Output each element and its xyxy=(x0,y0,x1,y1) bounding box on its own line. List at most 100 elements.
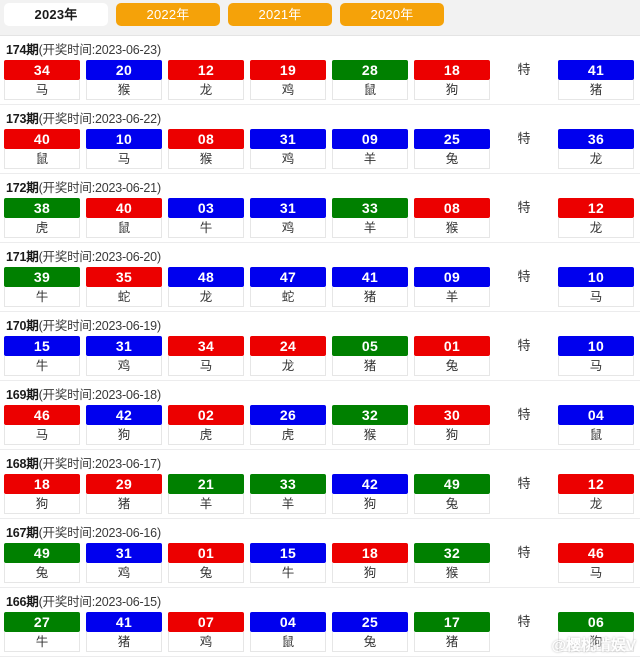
draw-row: 170期(开奖时间:2023-06-19) 15 牛 31 鸡 34 马 24 龙 05 猪 01 兔特… xyxy=(0,312,640,381)
ball-number: 18 xyxy=(414,60,490,80)
special-ball: 12 龙 xyxy=(558,198,634,238)
special-separator-label: 特 xyxy=(517,407,531,422)
ball: 32 猴 xyxy=(414,543,490,583)
ball-number: 40 xyxy=(4,129,80,149)
special-ball-zodiac: 龙 xyxy=(558,218,634,238)
ball-zodiac: 猴 xyxy=(86,80,162,100)
draw-datetime: (开奖时间:2023-06-23) xyxy=(38,43,162,57)
year-tab-2020[interactable]: 2020年 xyxy=(340,3,444,26)
ball: 24 龙 xyxy=(250,336,326,376)
ball-zodiac: 猴 xyxy=(332,425,408,445)
ball: 40 鼠 xyxy=(86,198,162,238)
ball: 05 猪 xyxy=(332,336,408,376)
special-ball-number: 12 xyxy=(558,198,634,218)
special-ball-zodiac: 龙 xyxy=(558,494,634,514)
ball-zodiac: 虎 xyxy=(4,218,80,238)
draw-datetime: (开奖时间:2023-06-18) xyxy=(38,388,162,402)
ball-number: 47 xyxy=(250,267,326,287)
ball-zodiac: 鼠 xyxy=(250,632,326,652)
ball-zodiac: 兔 xyxy=(414,494,490,514)
ball: 38 虎 xyxy=(4,198,80,238)
draw-title: 173期(开奖时间:2023-06-22) xyxy=(0,105,640,129)
special-ball: 10 马 xyxy=(558,267,634,307)
ball-number: 08 xyxy=(414,198,490,218)
ball-number: 15 xyxy=(4,336,80,356)
draw-period: 167期 xyxy=(6,526,39,540)
ball-zodiac: 牛 xyxy=(4,632,80,652)
ball-number: 30 xyxy=(414,405,490,425)
ball: 33 羊 xyxy=(332,198,408,238)
ball-number: 20 xyxy=(86,60,162,80)
ball-number: 08 xyxy=(168,129,244,149)
ball: 34 马 xyxy=(168,336,244,376)
ball-zodiac: 狗 xyxy=(332,494,408,514)
draw-period: 174期 xyxy=(6,43,39,57)
draw-datetime: (开奖时间:2023-06-15) xyxy=(38,595,162,609)
ball-number: 09 xyxy=(332,129,408,149)
special-ball: 04 鼠 xyxy=(558,405,634,445)
ball: 12 龙 xyxy=(168,60,244,100)
ball-number: 07 xyxy=(168,612,244,632)
ball: 28 鼠 xyxy=(332,60,408,100)
ball: 02 虎 xyxy=(168,405,244,445)
special-ball-zodiac: 狗 xyxy=(558,632,634,652)
ball: 31 鸡 xyxy=(86,543,162,583)
year-tab-2021[interactable]: 2021年 xyxy=(228,3,332,26)
ball-number: 03 xyxy=(168,198,244,218)
special-ball: 46 马 xyxy=(558,543,634,583)
ball-zodiac: 猪 xyxy=(332,287,408,307)
ball-row: 46 马 42 狗 02 虎 26 虎 32 猴 30 狗特 04 鼠 xyxy=(0,405,640,449)
draw-title: 167期(开奖时间:2023-06-16) xyxy=(0,519,640,543)
ball: 40 鼠 xyxy=(4,129,80,169)
ball-zodiac: 狗 xyxy=(414,80,490,100)
year-tab-2023[interactable]: 2023年 xyxy=(4,3,108,26)
ball-row: 39 牛 35 蛇 48 龙 47 蛇 41 猪 09 羊特 10 马 xyxy=(0,267,640,311)
ball-number: 27 xyxy=(4,612,80,632)
draw-period: 169期 xyxy=(6,388,39,402)
special-ball-zodiac: 马 xyxy=(558,287,634,307)
ball: 41 猪 xyxy=(332,267,408,307)
draw-row: 168期(开奖时间:2023-06-17) 18 狗 29 猪 21 羊 33 羊 42 狗 49 兔特… xyxy=(0,450,640,519)
special-ball: 10 马 xyxy=(558,336,634,376)
ball-number: 33 xyxy=(250,474,326,494)
draw-datetime: (开奖时间:2023-06-19) xyxy=(38,319,162,333)
ball-number: 34 xyxy=(4,60,80,80)
ball: 21 羊 xyxy=(168,474,244,514)
ball: 33 羊 xyxy=(250,474,326,514)
ball-number: 01 xyxy=(414,336,490,356)
ball-number: 09 xyxy=(414,267,490,287)
ball-zodiac: 虎 xyxy=(168,425,244,445)
special-ball-zodiac: 鼠 xyxy=(558,425,634,445)
special-ball-number: 41 xyxy=(558,60,634,80)
year-tab-2022[interactable]: 2022年 xyxy=(116,3,220,26)
ball-zodiac: 牛 xyxy=(4,356,80,376)
draw-row: 171期(开奖时间:2023-06-20) 39 牛 35 蛇 48 龙 47 蛇 41 猪 09 羊特… xyxy=(0,243,640,312)
ball-zodiac: 鼠 xyxy=(4,149,80,169)
ball-zodiac: 牛 xyxy=(4,287,80,307)
draw-datetime: (开奖时间:2023-06-16) xyxy=(38,526,162,540)
ball-number: 24 xyxy=(250,336,326,356)
ball-zodiac: 羊 xyxy=(332,149,408,169)
ball-number: 31 xyxy=(250,129,326,149)
ball-number: 18 xyxy=(332,543,408,563)
ball-number: 49 xyxy=(4,543,80,563)
ball-number: 38 xyxy=(4,198,80,218)
ball-zodiac: 羊 xyxy=(414,287,490,307)
ball: 09 羊 xyxy=(332,129,408,169)
ball-number: 26 xyxy=(250,405,326,425)
ball-number: 05 xyxy=(332,336,408,356)
ball: 08 猴 xyxy=(414,198,490,238)
ball-zodiac: 猪 xyxy=(86,494,162,514)
ball-zodiac: 猪 xyxy=(86,632,162,652)
ball: 17 猪 xyxy=(414,612,490,652)
ball-row: 18 狗 29 猪 21 羊 33 羊 42 狗 49 兔特 12 龙 xyxy=(0,474,640,518)
special-separator-label: 特 xyxy=(517,200,531,215)
ball: 42 狗 xyxy=(332,474,408,514)
ball-zodiac: 猴 xyxy=(414,563,490,583)
ball-zodiac: 狗 xyxy=(86,425,162,445)
ball-row: 27 牛 41 猪 07 鸡 04 鼠 25 兔 17 猪特 06 狗 xyxy=(0,612,640,656)
ball-number: 10 xyxy=(86,129,162,149)
ball: 31 鸡 xyxy=(250,129,326,169)
ball-zodiac: 鸡 xyxy=(86,356,162,376)
ball-row: 40 鼠 10 马 08 猴 31 鸡 09 羊 25 兔特 36 龙 xyxy=(0,129,640,173)
